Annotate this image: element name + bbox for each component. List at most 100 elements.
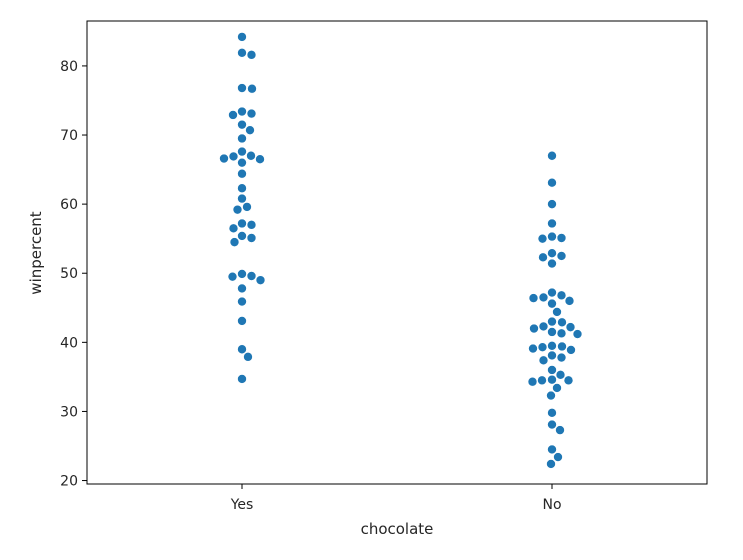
point-yes — [255, 275, 266, 285]
y-tick-label: 30 — [60, 404, 78, 420]
point-yes — [246, 271, 257, 281]
point-no — [547, 408, 557, 418]
point-yes — [246, 150, 256, 161]
point-yes — [246, 233, 257, 243]
point-yes — [219, 153, 229, 164]
point-no — [556, 233, 567, 243]
point-yes — [246, 108, 257, 119]
point-no — [556, 290, 567, 301]
point-yes — [237, 83, 247, 93]
point-no — [547, 316, 557, 327]
point-no — [538, 355, 549, 366]
point-no — [528, 293, 539, 303]
point-yes — [237, 157, 247, 168]
point-yes — [243, 352, 253, 362]
point-no — [556, 251, 567, 261]
point-no — [547, 218, 557, 229]
point-yes — [237, 283, 247, 294]
point-yes — [237, 146, 247, 157]
point-no — [555, 425, 565, 435]
point-yes — [246, 50, 257, 60]
point-no — [547, 150, 557, 161]
plot-area — [86, 20, 708, 485]
point-no — [546, 459, 556, 469]
point-yes — [242, 202, 252, 212]
point-no — [537, 375, 547, 386]
point-no — [547, 365, 557, 375]
point-no — [553, 452, 563, 462]
point-no — [529, 323, 539, 334]
point-yes — [237, 193, 247, 204]
point-yes — [237, 231, 247, 241]
point-no — [547, 327, 557, 337]
point-yes — [255, 154, 265, 165]
point-no — [547, 231, 557, 242]
point-yes — [237, 316, 247, 326]
point-yes — [237, 32, 247, 42]
point-yes — [232, 204, 243, 215]
point-no — [547, 199, 557, 209]
y-tick-label: 70 — [60, 128, 78, 144]
y-tick-label: 50 — [60, 266, 78, 282]
x-tick-label: Yes — [230, 497, 254, 513]
point-yes — [237, 344, 247, 355]
point-yes — [237, 218, 247, 229]
point-no — [538, 292, 549, 303]
point-yes — [237, 296, 247, 307]
x-axis-label: chocolate — [361, 520, 434, 538]
point-no — [547, 298, 557, 309]
point-no — [566, 345, 576, 355]
point-no — [547, 374, 557, 385]
point-yes — [237, 269, 247, 279]
point-yes — [245, 125, 255, 135]
point-yes — [246, 220, 257, 230]
point-no — [547, 444, 557, 455]
point-no — [547, 350, 557, 361]
data-points — [219, 32, 583, 469]
point-no — [556, 352, 567, 363]
point-no — [537, 342, 548, 352]
point-no — [527, 376, 538, 387]
point-no — [547, 419, 557, 430]
point-no — [552, 383, 562, 393]
x-axis: Yes No — [230, 484, 562, 513]
point-no — [547, 340, 557, 351]
point-no — [547, 258, 557, 269]
point-no — [556, 328, 567, 339]
y-axis: 20 30 40 50 60 70 80 — [60, 59, 87, 490]
point-yes — [237, 133, 247, 144]
x-tick-label: No — [542, 497, 561, 513]
y-tick-label: 20 — [60, 474, 78, 490]
point-yes — [227, 271, 238, 282]
point-no — [557, 317, 567, 328]
point-no — [555, 370, 566, 380]
y-tick-label: 60 — [60, 197, 78, 213]
y-tick-label: 40 — [60, 335, 78, 351]
point-yes — [237, 374, 247, 384]
point-no — [552, 307, 562, 317]
point-no — [538, 321, 549, 332]
point-no — [528, 343, 538, 354]
point-no — [538, 252, 548, 263]
point-no — [547, 177, 557, 188]
point-yes — [228, 223, 239, 234]
point-yes — [229, 237, 240, 247]
point-no — [557, 341, 567, 352]
point-no — [563, 375, 574, 386]
point-no — [564, 296, 575, 306]
point-yes — [237, 183, 247, 194]
point-yes — [237, 47, 247, 58]
point-yes — [247, 83, 257, 94]
point-no — [547, 287, 557, 298]
point-no — [537, 233, 548, 244]
y-tick-label: 80 — [60, 59, 78, 75]
point-no — [565, 322, 576, 332]
y-axis-label: winpercent — [27, 211, 45, 295]
point-yes — [228, 151, 239, 162]
point-yes — [228, 110, 238, 120]
point-no — [546, 390, 556, 401]
point-yes — [237, 168, 247, 179]
point-yes — [237, 106, 247, 117]
point-no — [547, 248, 557, 258]
